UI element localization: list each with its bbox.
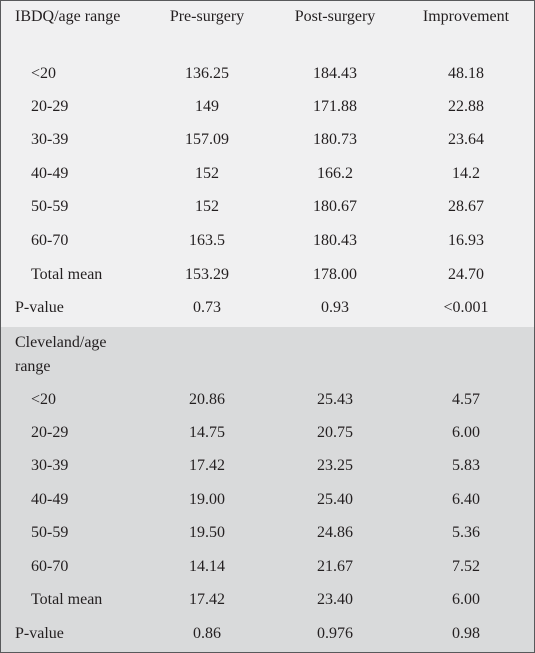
row-label: 30-39 <box>31 457 69 474</box>
post-surgery-value: 23.40 <box>317 591 353 608</box>
row-label: 40-49 <box>31 491 69 508</box>
improvement-value: 22.88 <box>448 98 484 115</box>
table-row: 50-59 19.50 24.86 5.36 <box>1 516 534 549</box>
improvement-value: 23.64 <box>448 131 484 148</box>
pre-surgery-value: 152 <box>195 165 219 182</box>
table-row: 30-39 17.42 23.25 5.83 <box>1 449 534 482</box>
improvement-value: 7.52 <box>452 558 480 575</box>
post-surgery-value: 25.40 <box>317 491 353 508</box>
post-surgery-value: 24.86 <box>317 524 353 541</box>
post-surgery-value: 180.67 <box>313 198 357 215</box>
table-row: 20-29 149 171.88 22.88 <box>1 90 534 123</box>
improvement-value: <0.001 <box>443 299 489 316</box>
ibdq-section: IBDQ/age range Pre-surgery Post-surgery … <box>1 1 534 327</box>
pre-surgery-value: 0.86 <box>193 625 221 642</box>
column-header-improvement: Improvement <box>422 8 510 25</box>
table-row-total-mean: Total mean 17.42 23.40 6.00 <box>1 583 534 616</box>
improvement-value: 5.83 <box>452 457 480 474</box>
pre-surgery-value: 19.00 <box>189 491 225 508</box>
post-surgery-value: 178.00 <box>313 266 357 283</box>
improvement-value: 6.00 <box>452 591 480 608</box>
table-row: 40-49 19.00 25.40 6.40 <box>1 483 534 516</box>
improvement-value: 5.36 <box>452 524 480 541</box>
pre-surgery-value: 149 <box>195 98 219 115</box>
table-row-p-value: P-value 0.86 0.976 0.98 <box>1 617 534 650</box>
table-row: 20-29 14.75 20.75 6.00 <box>1 416 534 449</box>
pre-surgery-value: 163.5 <box>189 232 225 249</box>
pre-surgery-value: 20.86 <box>189 391 225 408</box>
post-surgery-value: 180.43 <box>313 232 357 249</box>
improvement-value: 24.70 <box>448 266 484 283</box>
table-row: <20 136.25 184.43 48.18 <box>1 57 534 90</box>
table-row: 50-59 152 180.67 28.67 <box>1 190 534 223</box>
post-surgery-value: 20.75 <box>317 424 353 441</box>
improvement-value: 28.67 <box>448 198 484 215</box>
post-surgery-value: 25.43 <box>317 391 353 408</box>
improvement-value: 0.98 <box>452 625 480 642</box>
pre-surgery-value: 0.73 <box>193 299 221 316</box>
improvement-value: 48.18 <box>448 65 484 82</box>
post-surgery-value: 166.2 <box>317 165 353 182</box>
cleveland-section: Cleveland/age range <20 20.86 25.43 4.57… <box>1 327 534 652</box>
row-label: 40-49 <box>31 165 69 182</box>
row-label: P-value <box>15 299 64 316</box>
column-header-post-surgery: Post-surgery <box>294 8 376 25</box>
row-label: Total mean <box>31 266 103 283</box>
pre-surgery-value: 17.42 <box>189 457 225 474</box>
pre-surgery-value: 14.75 <box>189 424 225 441</box>
table-row: 60-70 14.14 21.67 7.52 <box>1 550 534 583</box>
post-surgery-value: 180.73 <box>313 131 357 148</box>
row-label: 60-70 <box>31 232 69 249</box>
column-header-pre-surgery: Pre-surgery <box>169 8 245 25</box>
post-surgery-value: 184.43 <box>313 65 357 82</box>
row-label: 30-39 <box>31 131 69 148</box>
row-label: 20-29 <box>31 98 69 115</box>
post-surgery-value: 23.25 <box>317 457 353 474</box>
improvement-value: 4.57 <box>452 391 480 408</box>
row-label: 50-59 <box>31 524 69 541</box>
improvement-value: 6.40 <box>452 491 480 508</box>
row-label: Total mean <box>31 591 103 608</box>
table-row: 30-39 157.09 180.73 23.64 <box>1 123 534 156</box>
table-row-total-mean: Total mean 153.29 178.00 24.70 <box>1 258 534 291</box>
row-label: P-value <box>15 625 64 642</box>
section-label-ibdq: IBDQ/age range <box>15 8 121 25</box>
row-label: 60-70 <box>31 558 69 575</box>
row-label: 50-59 <box>31 198 69 215</box>
row-label: 20-29 <box>31 424 69 441</box>
post-surgery-value: 0.93 <box>321 299 349 316</box>
post-surgery-value: 171.88 <box>313 98 357 115</box>
pre-surgery-value: 19.50 <box>189 524 225 541</box>
pre-surgery-value: 157.09 <box>185 131 229 148</box>
table-row: 40-49 152 166.2 14.2 <box>1 157 534 190</box>
table-row: 60-70 163.5 180.43 16.93 <box>1 224 534 257</box>
table-row-p-value: P-value 0.73 0.93 <0.001 <box>1 291 534 324</box>
pre-surgery-value: 153.29 <box>185 266 229 283</box>
improvement-value: 6.00 <box>452 424 480 441</box>
row-label: <20 <box>31 65 57 82</box>
post-surgery-value: 21.67 <box>317 558 353 575</box>
section-label-cleveland: Cleveland/age range <box>15 334 107 375</box>
pre-surgery-value: 17.42 <box>189 591 225 608</box>
table-row: <20 20.86 25.43 4.57 <box>1 383 534 416</box>
pre-surgery-value: 136.25 <box>185 65 229 82</box>
row-label: <20 <box>31 391 57 408</box>
improvement-value: 14.2 <box>452 165 480 182</box>
post-surgery-value: 0.976 <box>317 625 353 642</box>
pre-surgery-value: 152 <box>195 198 219 215</box>
improvement-value: 16.93 <box>448 232 484 249</box>
pre-surgery-value: 14.14 <box>189 558 225 575</box>
